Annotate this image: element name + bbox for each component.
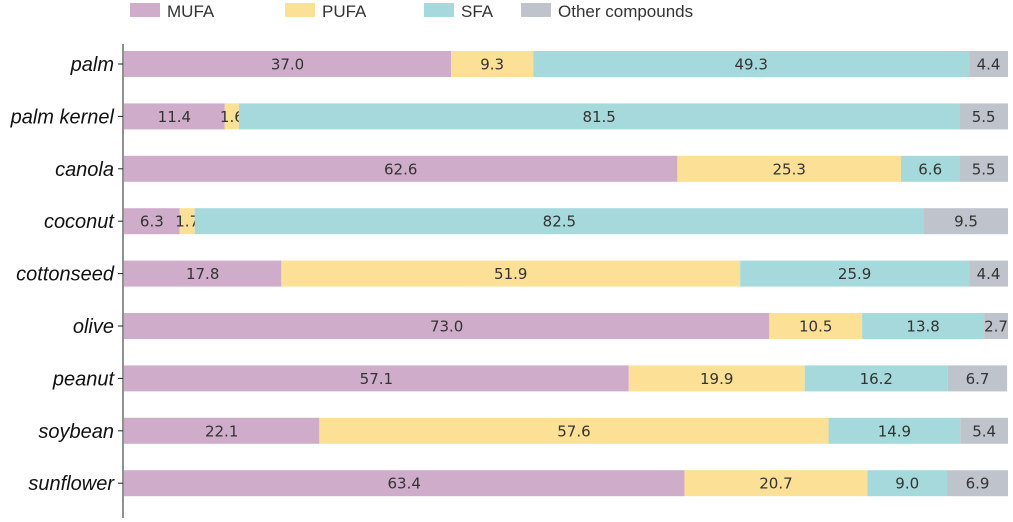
data-label-palm-mufa: 37.0 [271, 56, 304, 74]
data-label-coconut-other-compounds: 9.5 [954, 213, 978, 231]
bar-coconut-sfa [194, 208, 925, 235]
data-label-sunflower-pufa: 20.7 [759, 475, 792, 493]
bar-soybean-pufa [319, 417, 829, 444]
data-label-peanut-mufa: 57.1 [360, 370, 393, 388]
legend-swatch-sfa [424, 3, 454, 17]
category-label-palm: palm [70, 54, 114, 76]
data-label-canola-mufa: 62.6 [384, 160, 417, 178]
bar-sunflower-sfa [867, 470, 948, 497]
y-axis: palm palm kernel canola coconut cottonseed ol… [10, 44, 124, 518]
bar-cottonseed-sfa [740, 260, 970, 287]
legend-swatch-pufa [285, 3, 315, 17]
bar-olive-mufa [124, 313, 770, 339]
bar-olive-pufa [769, 313, 863, 339]
category-label-peanut: peanut [52, 368, 116, 390]
bar-cottonseed-mufa [124, 260, 282, 287]
category-label-palm-kernel: palm kernel [10, 106, 115, 128]
legend-label-pufa: PUFA [322, 2, 367, 21]
bar-canola-mufa [124, 155, 678, 182]
bar-olive-other-compounds [984, 313, 1008, 339]
data-label-cottonseed-mufa: 17.8 [186, 265, 219, 283]
bar-palm-kernel-mufa [124, 103, 225, 130]
data-label-coconut-sfa: 82.5 [543, 213, 576, 231]
bar-palm-mufa [124, 51, 452, 77]
bar-palm-other-compounds [969, 51, 1008, 77]
bar-peanut-mufa [124, 365, 629, 392]
data-label-palm-kernel-sfa: 81.5 [582, 108, 615, 126]
data-label-palm-kernel-mufa: 11.4 [158, 108, 191, 126]
bar-olive-sfa [862, 313, 985, 339]
data-label-sunflower-sfa: 9.0 [895, 475, 919, 493]
data-label-soybean-mufa: 22.1 [205, 422, 238, 440]
data-label-olive-pufa: 10.5 [799, 318, 832, 336]
data-label-canola-sfa: 6.6 [918, 160, 942, 178]
category-label-olive: olive [73, 316, 114, 338]
data-label-soybean-other-compounds: 5.4 [972, 422, 996, 440]
bar-palm-kernel-pufa [224, 103, 239, 130]
bar-soybean-other-compounds [960, 417, 1008, 444]
data-label-palm-sfa: 49.3 [734, 56, 767, 74]
legend-label-sfa: SFA [461, 2, 494, 21]
data-label-palm-other-compounds: 4.4 [977, 56, 1001, 74]
category-label-coconut: coconut [44, 211, 115, 233]
bar-peanut-other-compounds [947, 365, 1008, 392]
legend: MUFA PUFA SFA Other compounds [130, 2, 693, 21]
data-label-canola-other-compounds: 5.5 [972, 160, 996, 178]
bar-coconut-other-compounds [924, 208, 1008, 235]
data-label-canola-pufa: 25.3 [773, 160, 806, 178]
data-label-palm-pufa: 9.3 [480, 56, 504, 74]
bar-coconut-pufa [179, 208, 195, 235]
data-label-soybean-sfa: 14.9 [878, 422, 911, 440]
data-label-cottonseed-pufa: 51.9 [494, 265, 527, 283]
data-label-peanut-other-compounds: 6.7 [966, 370, 990, 388]
category-label-soybean: soybean [38, 421, 114, 443]
bar-cottonseed-other-compounds [969, 260, 1008, 287]
bar-soybean-mufa [124, 417, 320, 444]
data-label-coconut-pufa: 1.7 [175, 213, 199, 231]
data-label-soybean-pufa: 57.6 [557, 422, 590, 440]
bar-sunflower-pufa [684, 470, 868, 497]
data-label-coconut-mufa: 6.3 [140, 213, 164, 231]
data-label-sunflower-other-compounds: 6.9 [966, 475, 990, 493]
bar-sunflower-other-compounds [947, 470, 1008, 497]
bar-canola-sfa [901, 155, 960, 182]
bar-cottonseed-pufa [281, 260, 741, 287]
data-label-palm-kernel-pufa: 1.6 [220, 108, 244, 126]
bar-canola-pufa [677, 155, 902, 182]
data-label-olive-other-compounds: 2.7 [984, 318, 1008, 336]
bar-peanut-sfa [804, 365, 948, 392]
bars: 37.0 9.3 49.3 4.4 11.4 1.6 81.5 5.5 62.6 25.3 6.6 5… [124, 51, 1008, 497]
legend-swatch-other-compounds [521, 3, 551, 17]
legend-label-other-compounds: Other compounds [558, 2, 693, 21]
legend-swatch-mufa [130, 3, 160, 17]
category-label-cottonseed: cottonseed [16, 264, 115, 286]
bar-palm-kernel-sfa [238, 103, 960, 130]
bar-palm-pufa [451, 51, 534, 77]
legend-label-mufa: MUFA [167, 2, 215, 21]
bar-coconut-mufa [124, 208, 180, 235]
data-label-olive-sfa: 13.8 [906, 318, 939, 336]
bar-palm-sfa [533, 51, 970, 77]
data-label-sunflower-mufa: 63.4 [388, 475, 421, 493]
category-label-sunflower: sunflower [28, 473, 115, 495]
bar-sunflower-mufa [124, 470, 685, 497]
data-label-cottonseed-other-compounds: 4.4 [977, 265, 1001, 283]
bar-palm-kernel-other-compounds [959, 103, 1008, 130]
data-label-olive-mufa: 73.0 [430, 318, 463, 336]
bar-soybean-sfa [828, 417, 961, 444]
data-label-cottonseed-sfa: 25.9 [838, 265, 871, 283]
data-label-peanut-pufa: 19.9 [700, 370, 733, 388]
category-label-canola: canola [55, 159, 114, 181]
bar-peanut-pufa [628, 365, 805, 392]
data-label-palm-kernel-other-compounds: 5.5 [972, 108, 996, 126]
bar-canola-other-compounds [959, 155, 1008, 182]
data-label-peanut-sfa: 16.2 [860, 370, 893, 388]
